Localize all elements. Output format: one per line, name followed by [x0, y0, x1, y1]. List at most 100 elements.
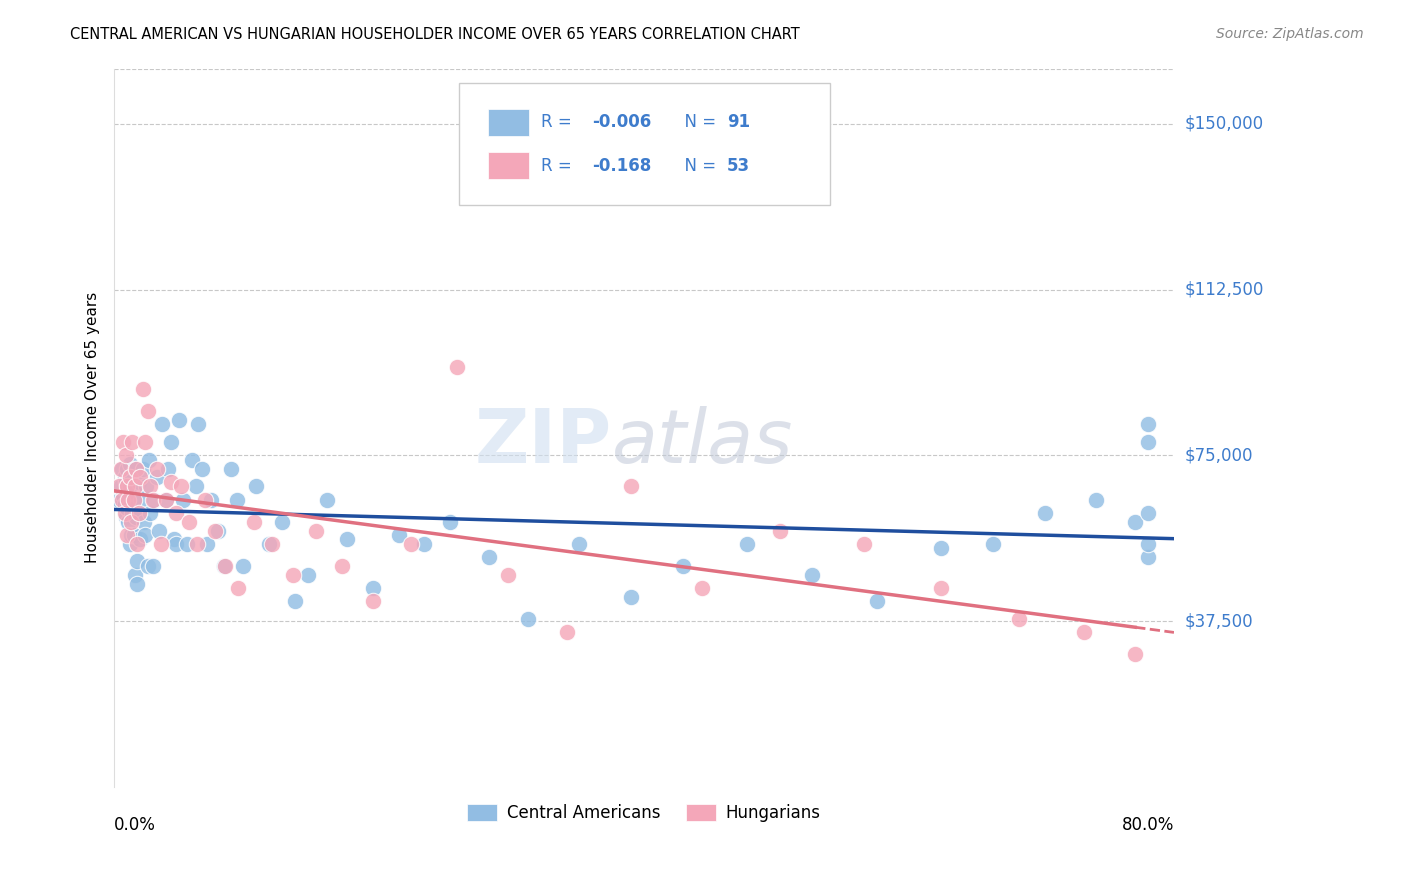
- Point: [170, 479, 193, 493]
- Point: [120, 497, 142, 511]
- Point: [124, 479, 146, 493]
- Point: [737, 537, 759, 551]
- Point: [242, 515, 264, 529]
- Point: [361, 581, 384, 595]
- Point: [155, 492, 177, 507]
- Point: [150, 417, 173, 432]
- Point: [118, 470, 141, 484]
- Point: [127, 554, 149, 568]
- FancyBboxPatch shape: [488, 109, 529, 136]
- Text: N =: N =: [673, 156, 721, 175]
- Text: 53: 53: [727, 156, 749, 175]
- Point: [143, 492, 166, 507]
- Point: [114, 506, 136, 520]
- Point: [118, 457, 141, 471]
- Point: [122, 492, 145, 507]
- FancyBboxPatch shape: [488, 152, 529, 179]
- Point: [128, 475, 150, 489]
- Point: [131, 382, 153, 396]
- Point: [129, 533, 152, 547]
- Point: [568, 537, 591, 551]
- Point: [157, 461, 180, 475]
- Point: [129, 506, 152, 520]
- Point: [121, 506, 143, 520]
- Point: [108, 492, 131, 507]
- Point: [219, 461, 242, 475]
- Text: 91: 91: [727, 113, 749, 131]
- Point: [226, 581, 249, 595]
- Point: [260, 537, 283, 551]
- Point: [110, 479, 132, 493]
- Point: [120, 515, 142, 529]
- Point: [401, 537, 423, 551]
- Point: [138, 452, 160, 467]
- Point: [149, 537, 172, 551]
- Point: [136, 404, 159, 418]
- Text: ZIP: ZIP: [475, 406, 612, 479]
- Point: [361, 594, 384, 608]
- Point: [111, 492, 134, 507]
- Point: [1137, 417, 1160, 432]
- Point: [184, 479, 207, 493]
- Point: [297, 567, 319, 582]
- Point: [124, 461, 146, 475]
- Text: 80.0%: 80.0%: [1122, 815, 1174, 834]
- Point: [187, 417, 209, 432]
- Point: [284, 594, 307, 608]
- Point: [1137, 537, 1160, 551]
- Point: [981, 537, 1004, 551]
- Point: [1033, 506, 1056, 520]
- Point: [160, 435, 183, 450]
- Point: [498, 567, 520, 582]
- Point: [115, 483, 138, 498]
- Point: [136, 558, 159, 573]
- Point: [446, 359, 468, 374]
- Point: [1137, 435, 1160, 450]
- Point: [160, 475, 183, 489]
- Text: CENTRAL AMERICAN VS HUNGARIAN HOUSEHOLDER INCOME OVER 65 YEARS CORRELATION CHART: CENTRAL AMERICAN VS HUNGARIAN HOUSEHOLDE…: [70, 27, 800, 42]
- Point: [172, 492, 194, 507]
- Point: [690, 581, 713, 595]
- Point: [115, 528, 138, 542]
- Point: [516, 612, 538, 626]
- Point: [200, 492, 222, 507]
- Text: -0.006: -0.006: [592, 113, 651, 131]
- Text: N =: N =: [673, 113, 721, 131]
- Point: [122, 528, 145, 542]
- Point: [114, 448, 136, 462]
- Text: $37,500: $37,500: [1185, 612, 1254, 630]
- Point: [336, 533, 359, 547]
- Point: [1085, 492, 1108, 507]
- Point: [129, 470, 152, 484]
- Point: [1137, 506, 1160, 520]
- Point: [115, 501, 138, 516]
- Point: [271, 515, 294, 529]
- Point: [114, 497, 136, 511]
- Point: [112, 488, 135, 502]
- Point: [118, 537, 141, 551]
- Point: [413, 537, 436, 551]
- Point: [316, 492, 339, 507]
- Text: $150,000: $150,000: [1185, 115, 1264, 133]
- Point: [620, 590, 643, 604]
- Point: [124, 567, 146, 582]
- Point: [134, 435, 156, 450]
- Point: [146, 461, 169, 475]
- Point: [207, 524, 229, 538]
- Point: [165, 537, 187, 551]
- Point: [131, 461, 153, 475]
- Point: [139, 506, 162, 520]
- Point: [214, 558, 236, 573]
- Point: [852, 537, 875, 551]
- Point: [127, 576, 149, 591]
- Point: [142, 492, 165, 507]
- Point: [111, 461, 134, 475]
- Point: [387, 528, 409, 542]
- FancyBboxPatch shape: [458, 83, 830, 205]
- Point: [120, 528, 142, 542]
- Point: [142, 558, 165, 573]
- Point: [135, 479, 157, 493]
- Point: [114, 470, 136, 484]
- Point: [179, 515, 201, 529]
- Text: $75,000: $75,000: [1185, 446, 1254, 465]
